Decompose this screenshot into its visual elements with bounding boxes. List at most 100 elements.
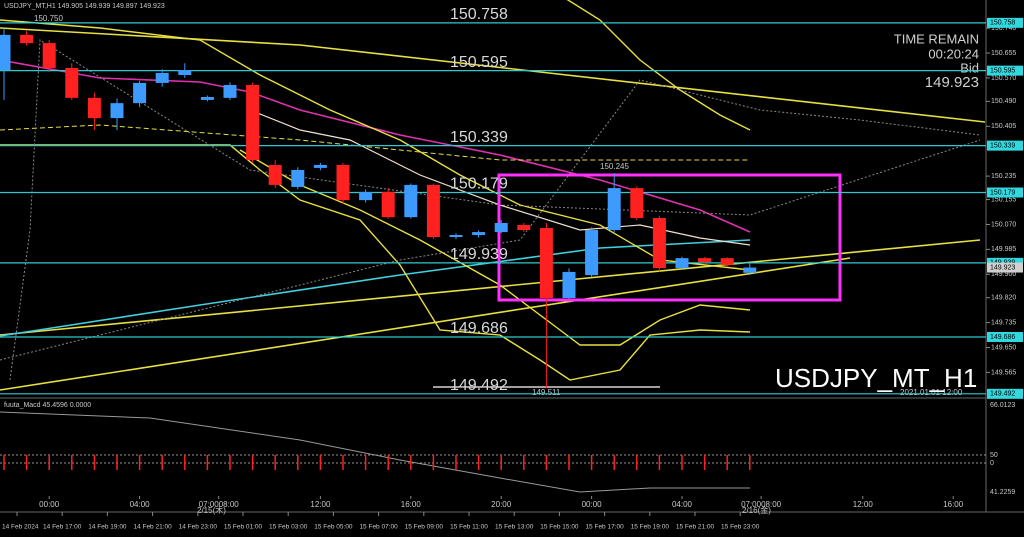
header: USDJPY_MT,H1 149.905 149.939 149.897 149… <box>4 3 165 10</box>
candle-body <box>155 72 169 83</box>
candle-body <box>381 191 395 218</box>
candle-body <box>291 169 305 187</box>
candle-body <box>743 267 757 273</box>
level-box <box>987 388 1023 399</box>
x-tick-label: 15 Feb 07:00 <box>359 524 398 531</box>
moving-average <box>0 59 751 233</box>
candle-body <box>539 227 553 299</box>
y-tick-label: 150.235 <box>991 173 1016 180</box>
level-axis-label: 150.758 <box>990 20 1015 27</box>
level-box <box>987 187 1023 198</box>
candle-body <box>20 34 34 44</box>
indicator-label: 41.2259 <box>990 489 1015 496</box>
annotation: 149.511 <box>532 388 561 397</box>
ichimoku <box>0 79 981 361</box>
x-tick-label: 12:00 <box>310 500 331 509</box>
candle-body <box>246 84 260 160</box>
level-axis-label: 149.492 <box>990 391 1015 398</box>
level-label: 149.686 <box>450 320 508 337</box>
level-axis-label: 150.595 <box>990 67 1015 74</box>
candle-body <box>562 271 576 299</box>
ichimoku <box>9 39 981 381</box>
x-tick-label: 07:0008:00 <box>741 500 782 509</box>
candle-body <box>223 84 237 98</box>
candle-body <box>313 164 327 168</box>
indicator-label: 50 <box>990 452 998 459</box>
x-tick-label: 15 Feb 09:00 <box>405 524 444 531</box>
candle-body <box>359 191 373 201</box>
x-tick-label: 04:00 <box>672 500 693 509</box>
time-remain: 00:20:24 <box>928 46 979 61</box>
x-tick-label: 00:00 <box>582 500 603 509</box>
indicator-label: 66.0123 <box>990 402 1015 409</box>
candle-body <box>494 222 508 233</box>
x-tick-label: 15 Feb 19:00 <box>631 524 670 531</box>
x-tick-label: 07:0008:00 <box>199 500 240 509</box>
level-axis-label: 149.686 <box>990 334 1015 341</box>
candle-body <box>87 97 101 119</box>
candle-body <box>133 82 147 104</box>
x-tick-label: 15 Feb 23:00 <box>721 524 760 531</box>
y-tick-label: 150.490 <box>991 98 1016 105</box>
y-tick-label: 150.155 <box>991 196 1016 203</box>
x-tick-label: 20:00 <box>491 500 512 509</box>
x-tick-label: 14 Feb 2024 <box>2 524 39 531</box>
level-axis-label: 150.339 <box>990 142 1015 149</box>
candle-body <box>630 188 644 219</box>
y-tick-label: 149.820 <box>991 295 1016 302</box>
candle-body <box>449 235 463 238</box>
level-box <box>987 17 1023 28</box>
bollinger <box>0 144 751 381</box>
chart-title: USDJPY_MT_H1 <box>775 363 977 393</box>
bollinger <box>239 149 751 346</box>
y-tick-label: 149.565 <box>991 369 1016 376</box>
level-axis-label: 150.179 <box>990 189 1015 196</box>
x-tick-label: 00:00 <box>39 500 60 509</box>
level-box <box>987 331 1023 342</box>
bollinger <box>0 19 751 271</box>
bollinger <box>0 124 750 161</box>
candle-body <box>585 230 599 276</box>
indicator-label: 0 <box>990 460 994 467</box>
x-tick-label: 14 Feb 19:00 <box>88 524 127 531</box>
y-tick-label: 149.900 <box>991 271 1016 278</box>
y-tick-label: 150.405 <box>991 123 1016 130</box>
candle-body <box>42 43 56 68</box>
candle-body <box>268 164 282 185</box>
annotation: 150.750 <box>34 14 63 23</box>
level-label: 150.758 <box>450 6 508 23</box>
candle-body <box>404 184 418 218</box>
x-tick-label: 16:00 <box>401 500 422 509</box>
indicator-line <box>0 411 750 493</box>
x-tick-label: 15 Feb 05:00 <box>314 524 353 531</box>
candle-body <box>336 164 350 201</box>
time-remain-label: TIME REMAIN <box>894 31 979 46</box>
candle-body <box>675 258 689 269</box>
level-label: 149.492 <box>450 377 508 394</box>
level-box <box>987 140 1023 151</box>
trendline <box>0 27 986 123</box>
indicator-title: fuuta_Macd 45.4596 0.0000 <box>4 402 91 409</box>
x-tick-label: 15 Feb 21:00 <box>676 524 715 531</box>
level-box <box>987 65 1023 76</box>
bid-label: Bid <box>960 60 979 75</box>
candle-body <box>652 218 666 269</box>
y-tick-label: 150.570 <box>991 75 1016 82</box>
x-tick-label: 04:00 <box>130 500 151 509</box>
y-tick-label: 150.740 <box>991 25 1016 32</box>
y-tick-label: 150.655 <box>991 50 1016 57</box>
bid-box <box>987 262 1023 273</box>
level-label: 150.339 <box>450 129 508 146</box>
bid-axis-label: 149.923 <box>990 264 1015 271</box>
candle-body <box>607 188 621 231</box>
candle-body <box>178 70 192 76</box>
annotation: 2021.01.01 12:00 <box>900 388 963 397</box>
x-tick-label: 15 Feb 13:00 <box>495 524 534 531</box>
x-tick-label: 14 Feb 21:00 <box>133 524 172 531</box>
candle-body <box>720 258 734 265</box>
y-tick-label: 149.650 <box>991 344 1016 351</box>
annotation: 2/15(木) <box>197 505 226 515</box>
candle-body <box>426 184 440 238</box>
candle-body <box>517 225 531 231</box>
candle-body <box>0 34 11 71</box>
